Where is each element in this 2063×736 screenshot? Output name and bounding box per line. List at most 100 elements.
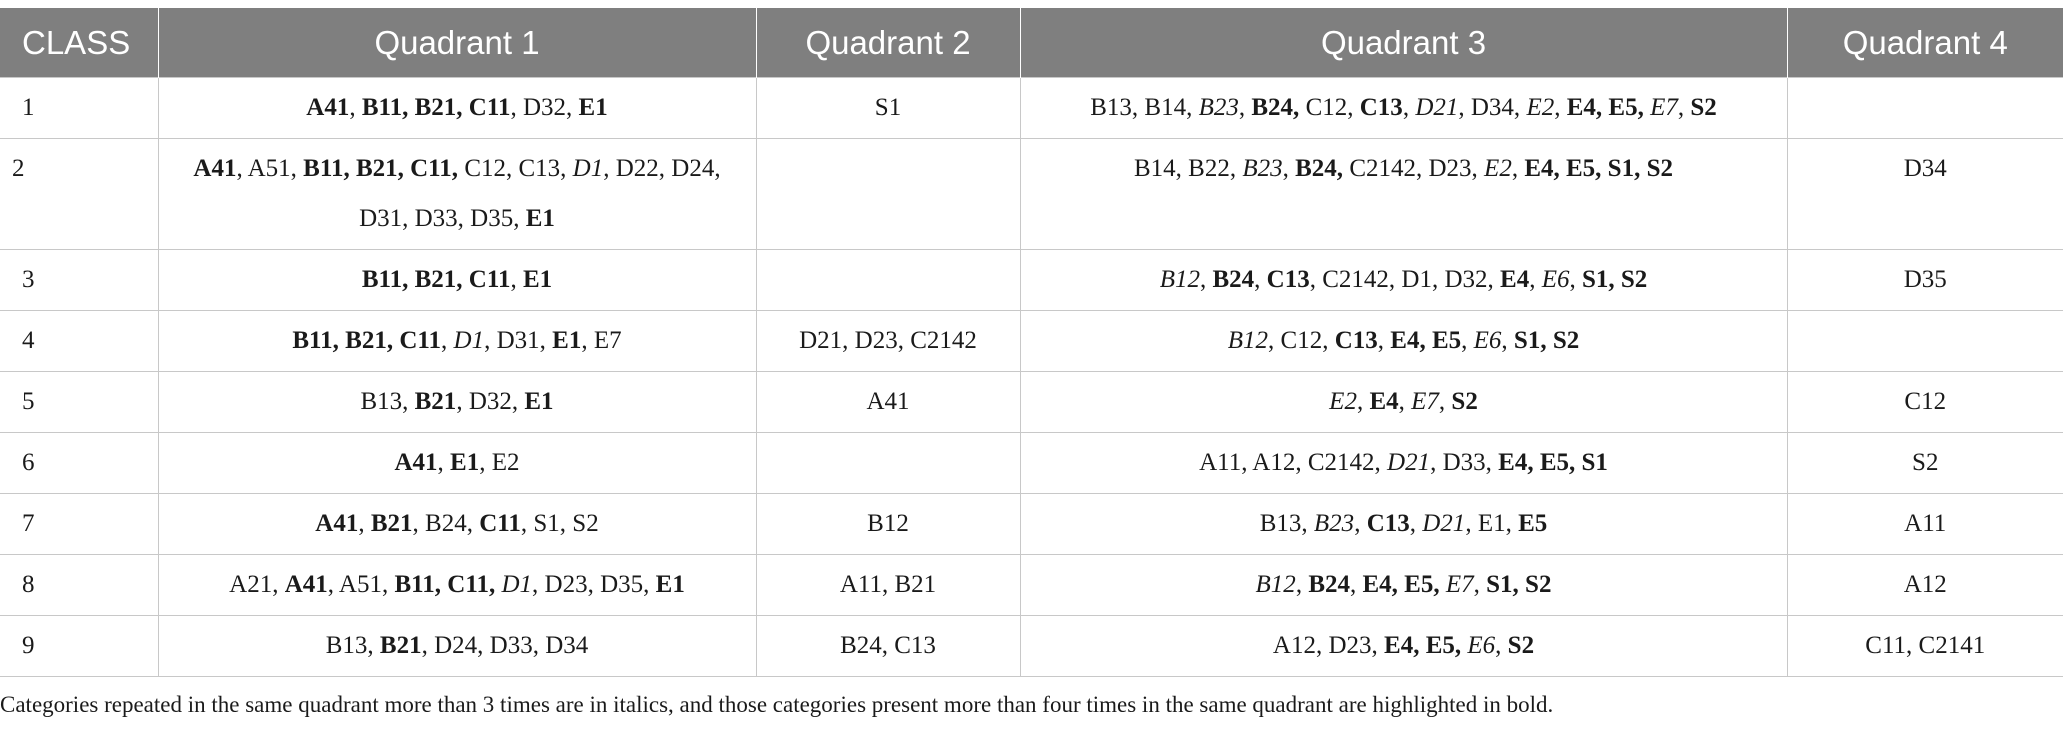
quadrant-class-table: CLASS Quadrant 1 Quadrant 2 Quadrant 3 Q… xyxy=(0,8,2063,677)
category-text: , xyxy=(441,327,454,354)
category-text: A41 xyxy=(394,449,438,476)
quadrant-3-cell: B12, C12, C13, E4, E5, E6, S1, S2 xyxy=(1019,310,1788,372)
table-row: 5 B13, B21, D32, E1 A41 E2, E4, E7, S2 C12 xyxy=(0,371,2063,433)
category-text: , xyxy=(1501,327,1514,354)
category-text: B11, B21, C11 xyxy=(292,327,442,354)
category-text: B24 xyxy=(1308,571,1350,598)
category-text: B24, xyxy=(1251,94,1300,121)
category-text: D1 xyxy=(501,571,533,598)
category-text: B12 xyxy=(1227,327,1269,354)
quadrant-4-cell xyxy=(1786,77,2063,139)
class-cell: 1 xyxy=(0,77,159,139)
category-text: A41 xyxy=(866,388,910,415)
category-text: B11, B21, C11, xyxy=(303,155,459,182)
class-cell: 9 xyxy=(0,615,159,677)
category-text: , A51, xyxy=(236,155,304,182)
category-text: , xyxy=(349,94,362,121)
table-row: 9 B13, B21, D24, D33, D34 B24, C13 A12, D23… xyxy=(0,615,2063,677)
category-text: E2 xyxy=(1526,94,1555,121)
category-text: D34 xyxy=(1903,155,1947,182)
category-text: , E7 xyxy=(581,327,622,354)
category-text: E1 xyxy=(525,205,555,232)
quadrant-3-cell: A11, A12, C2142, D21, D33, E4, E5, S1 xyxy=(1019,432,1788,494)
category-text: E1 xyxy=(524,388,554,415)
category-text: , xyxy=(1554,94,1567,121)
category-text: , D32, xyxy=(456,388,525,415)
category-text: D21 xyxy=(1422,510,1466,537)
category-text: , xyxy=(1677,94,1691,121)
category-text: E1 xyxy=(578,94,608,121)
category-text: E1 xyxy=(552,327,582,354)
category-text: , D31, xyxy=(484,327,553,354)
category-text: A41 xyxy=(284,571,328,598)
category-text: , xyxy=(358,510,371,537)
category-text: , D34, xyxy=(1458,94,1527,121)
table-row: 6 A41, E1, E2 A11, A12, C2142, D21, D33, E… xyxy=(0,432,2063,494)
data-table-wrapper: CLASS Quadrant 1 Quadrant 2 Quadrant 3 Q… xyxy=(0,8,2063,677)
category-text: B12 xyxy=(1255,571,1296,598)
table-row: 8 A21, A41, A51, B11, C11, D1, D23, D35, … xyxy=(0,554,2063,616)
quadrant-1-cell: A41, B21, B24, C11, S1, S2 xyxy=(157,493,757,555)
header-quadrant-2: Quadrant 2 xyxy=(755,8,1020,78)
quadrant-4-cell xyxy=(1786,310,2063,372)
category-text: , xyxy=(1354,510,1367,537)
category-text: , B24, xyxy=(412,510,480,537)
category-text: , xyxy=(1461,327,1474,354)
quadrant-3-cell: A12, D23, E4, E5, E6, S2 xyxy=(1019,615,1788,677)
category-text: , xyxy=(1295,571,1309,598)
quadrant-1-cell: A41, B11, B21, C11, D32, E1 xyxy=(157,77,757,139)
category-text: A12 xyxy=(1903,571,1947,598)
category-text: , D23, D35, xyxy=(532,571,656,598)
category-text: , xyxy=(1402,94,1416,121)
category-text: B13, xyxy=(1259,510,1314,537)
category-text: E7 xyxy=(1411,388,1439,415)
category-text: B23 xyxy=(1242,155,1283,182)
category-text: B13, xyxy=(360,388,415,415)
category-text: B13, B14, xyxy=(1090,94,1199,121)
category-text: A41 xyxy=(193,155,237,182)
category-text: A21, xyxy=(229,571,285,598)
quadrant-3-cell: B14, B22, B23, B24, C2142, D23, E2, E4, … xyxy=(1019,138,1788,250)
quadrant-2-cell: B12 xyxy=(755,493,1021,555)
table-footnote: Categories repeated in the same quadrant… xyxy=(0,692,1554,717)
quadrant-4-cell: A12 xyxy=(1786,554,2063,616)
category-text: S1, S2 xyxy=(1486,571,1552,598)
category-text: , xyxy=(1356,388,1370,415)
category-text: , xyxy=(1398,388,1412,415)
category-text: E1 xyxy=(450,449,480,476)
quadrant-3-cell: B12, B24, E4, E5, E7, S1, S2 xyxy=(1019,554,1788,616)
quadrant-3-cell: B12, B24, C13, C2142, D1, D32, E4, E6, S… xyxy=(1019,249,1788,311)
quadrant-2-cell: A11, B21 xyxy=(755,554,1021,616)
class-cell: 7 xyxy=(0,493,159,555)
category-text: E6 xyxy=(1467,632,1496,659)
quadrant-1-cell: A21, A41, A51, B11, C11, D1, D23, D35, E… xyxy=(157,554,757,616)
category-text: B12 xyxy=(1159,266,1200,293)
quadrant-3-cell: E2, E4, E7, S2 xyxy=(1019,371,1788,433)
category-text: C12, C13, xyxy=(458,155,573,182)
header-quadrant-3: Quadrant 3 xyxy=(1019,8,1787,78)
category-text: B21 xyxy=(414,388,457,415)
table-row: 7 A41, B21, B24, C11, S1, S2 B12 B13, B23, … xyxy=(0,493,2063,555)
quadrant-4-cell: D34 xyxy=(1786,138,2063,250)
category-text: , xyxy=(1438,388,1452,415)
category-text: C13 xyxy=(1334,327,1378,354)
category-text: E4 xyxy=(1500,266,1530,293)
category-text: , xyxy=(1350,571,1363,598)
table-row: 2 A41, A51, B11, B21, C11, C12, C13, D1, … xyxy=(0,138,2063,250)
category-text: A11, A12, C2142, xyxy=(1199,449,1388,476)
table-header: CLASS Quadrant 1 Quadrant 2 Quadrant 3 Q… xyxy=(0,8,2063,78)
category-text: , xyxy=(1238,94,1252,121)
quadrant-3-cell: B13, B23, C13, D21, E1, E5 xyxy=(1019,493,1788,555)
quadrant-2-cell xyxy=(755,249,1021,311)
category-text: B21 xyxy=(370,510,413,537)
quadrant-4-cell: C11, C2141 xyxy=(1786,615,2063,677)
class-cell: 8 xyxy=(0,554,159,616)
category-text: S1, S2 xyxy=(1513,327,1580,354)
category-text: E7 xyxy=(1650,94,1678,121)
category-text: A11 xyxy=(1904,510,1947,537)
category-text: D21, D23, C2142 xyxy=(799,327,977,354)
category-text: E6 xyxy=(1473,327,1502,354)
category-text: , E2 xyxy=(479,449,520,476)
category-text: , xyxy=(510,266,523,293)
class-cell: 3 xyxy=(0,249,159,311)
